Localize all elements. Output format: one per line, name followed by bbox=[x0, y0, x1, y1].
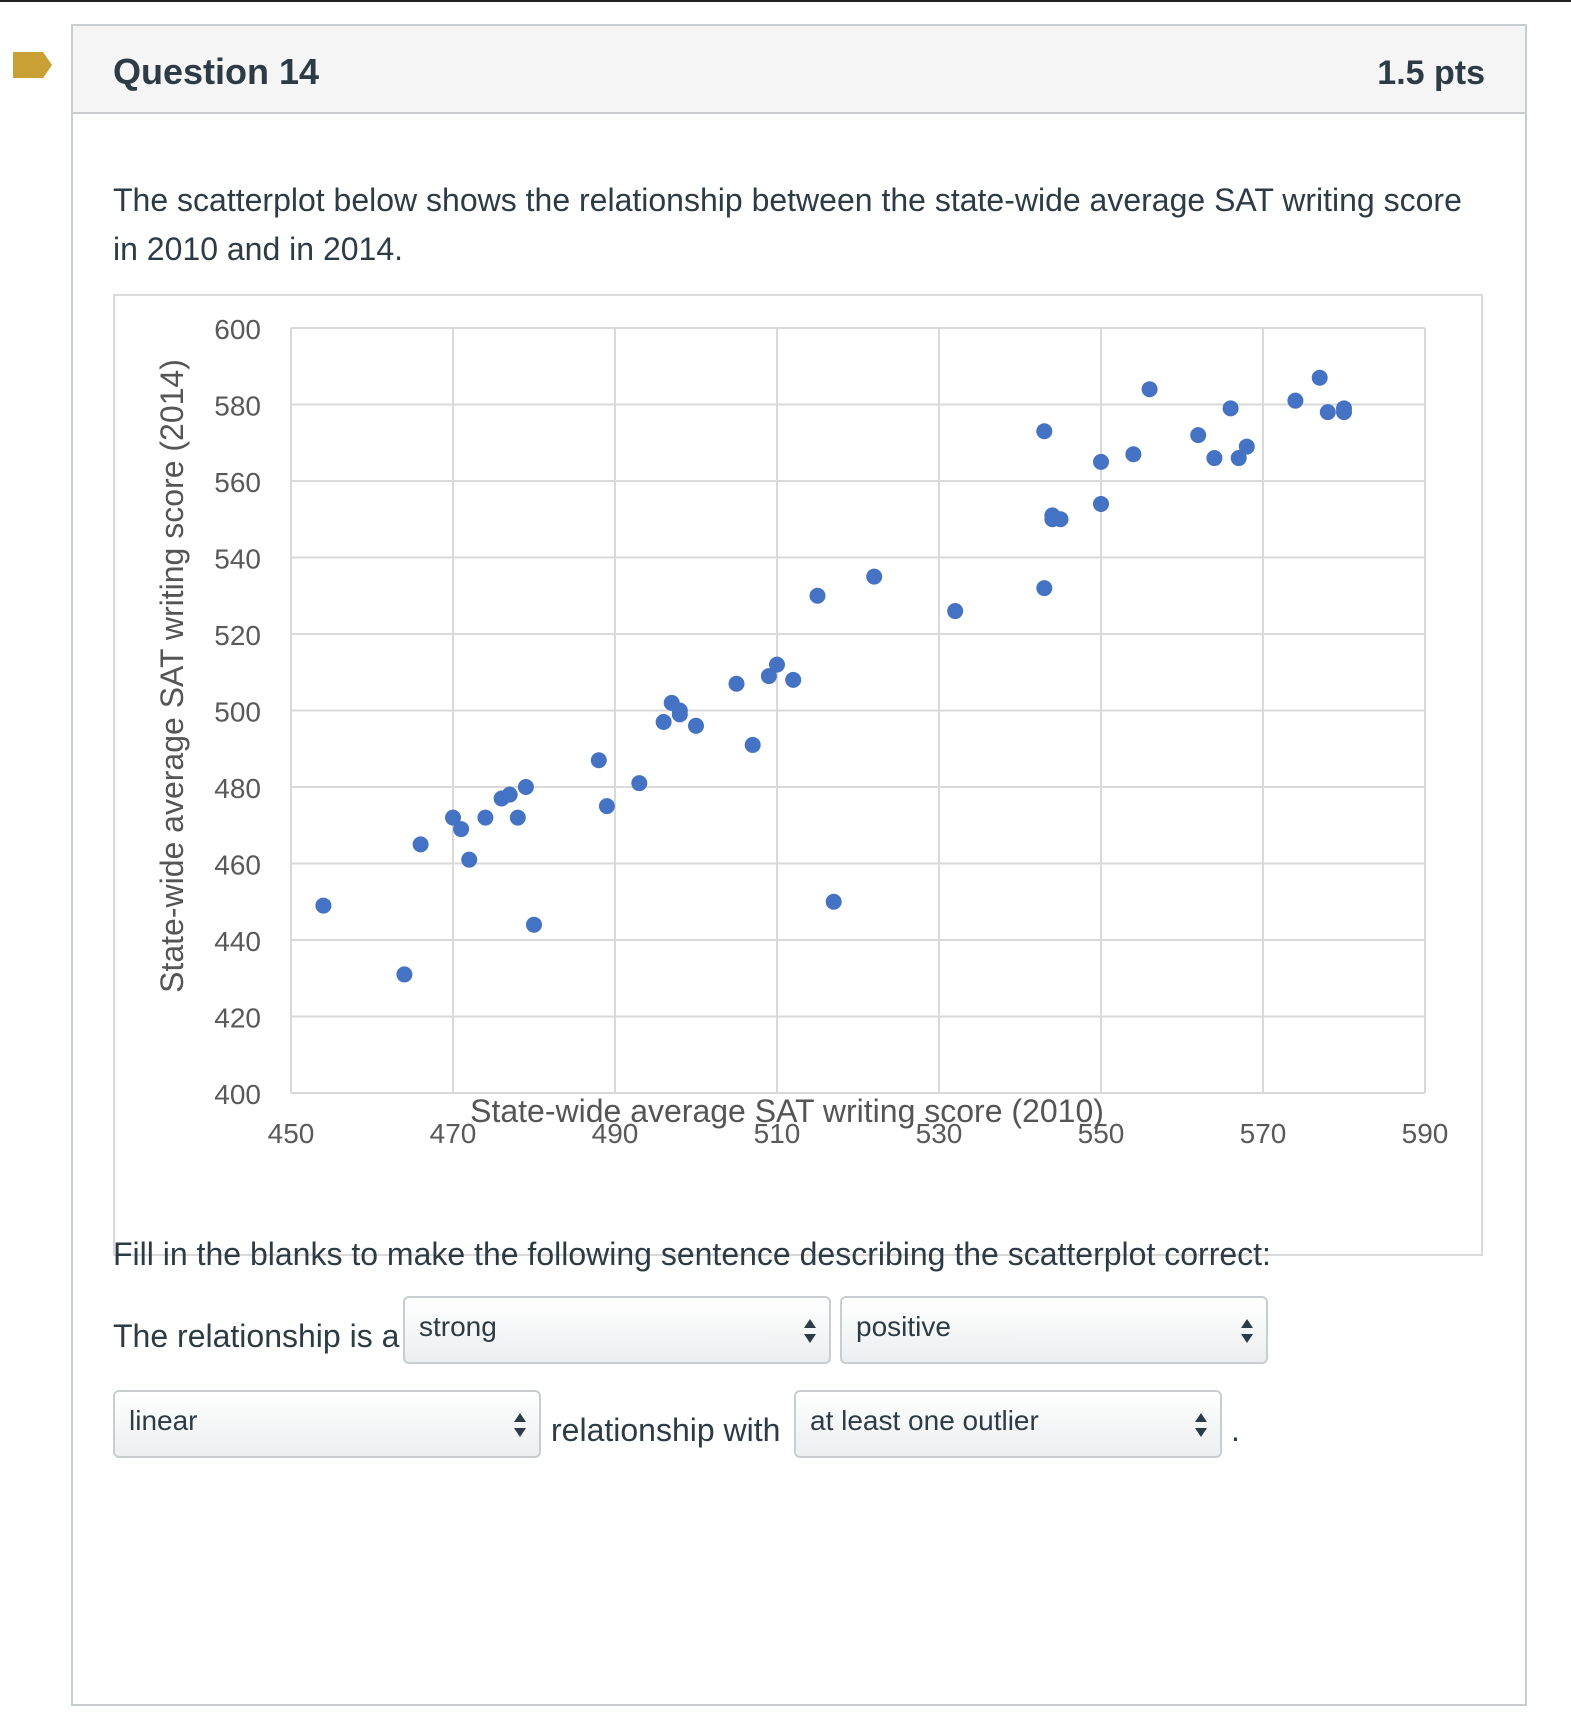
x-tick-label: 530 bbox=[916, 1118, 963, 1149]
form-dropdown-value: linear bbox=[129, 1405, 198, 1436]
scatter-point bbox=[396, 966, 413, 983]
scatter-point bbox=[688, 717, 704, 734]
scatter-point bbox=[526, 916, 542, 933]
x-tick-label: 450 bbox=[268, 1118, 315, 1149]
scatter-point bbox=[501, 786, 518, 803]
y-tick-label: 560 bbox=[214, 467, 261, 498]
strength-dropdown-value: strong bbox=[419, 1311, 497, 1342]
select-arrows-icon bbox=[804, 1319, 816, 1343]
y-axis-label: State-wide average SAT writing score (20… bbox=[154, 359, 190, 993]
x-tick-label: 490 bbox=[592, 1118, 639, 1149]
scatter-point bbox=[769, 656, 785, 673]
sentence-start: The relationship is a bbox=[113, 1318, 400, 1354]
strength-dropdown[interactable]: strong bbox=[403, 1296, 831, 1364]
scatter-point bbox=[517, 779, 534, 795]
direction-dropdown[interactable]: positive bbox=[840, 1296, 1268, 1364]
select-arrows-icon bbox=[514, 1413, 526, 1437]
scatter-point bbox=[445, 809, 461, 826]
scatter-point bbox=[1036, 423, 1053, 440]
scatter-point bbox=[1287, 392, 1304, 409]
scatter-point bbox=[728, 675, 745, 692]
scatter-point bbox=[1336, 404, 1352, 421]
x-tick-label: 470 bbox=[430, 1118, 477, 1149]
select-arrows-icon bbox=[1241, 1319, 1253, 1343]
scatter-point bbox=[1052, 511, 1069, 528]
scatter-point bbox=[1222, 400, 1239, 417]
y-tick-label: 520 bbox=[214, 620, 261, 651]
scatter-point bbox=[1238, 438, 1255, 455]
scatterplot-frame: 400 420 440 460 480 500 520 540 560 580 600 450 470… bbox=[113, 294, 1483, 1256]
y-tick-label: 400 bbox=[214, 1079, 261, 1110]
outlier-dropdown[interactable]: at least one outlier bbox=[794, 1390, 1222, 1458]
x-axis-label: State-wide average SAT writing score (20… bbox=[470, 1093, 1104, 1129]
scatter-point bbox=[1319, 404, 1336, 421]
scatter-point bbox=[453, 821, 470, 838]
question-points: 1.5 pts bbox=[1377, 54, 1485, 92]
scatter-point bbox=[1141, 381, 1158, 398]
top-divider bbox=[0, 0, 1571, 2]
scatter-point bbox=[477, 809, 494, 826]
scatter-point bbox=[825, 893, 842, 910]
scatter-point bbox=[598, 798, 615, 815]
scatter-point bbox=[461, 851, 478, 868]
x-tick-label: 590 bbox=[1402, 1118, 1449, 1149]
scatter-point bbox=[760, 668, 777, 685]
sentence-end: . bbox=[1231, 1412, 1240, 1448]
fill-instructions: Fill in the blanks to make the following… bbox=[113, 1236, 1271, 1272]
form-dropdown[interactable]: linear bbox=[113, 1390, 541, 1458]
y-tick-label: 580 bbox=[214, 391, 261, 422]
sentence-middle: relationship with bbox=[551, 1412, 781, 1448]
scatter-point bbox=[1190, 427, 1207, 444]
y-tick-label: 420 bbox=[214, 1003, 261, 1034]
scatter-point bbox=[1093, 495, 1109, 512]
y-tick-label: 460 bbox=[214, 850, 261, 881]
scatter-point bbox=[1311, 369, 1328, 386]
scatter-point bbox=[809, 587, 826, 604]
x-tick-label: 550 bbox=[1078, 1118, 1125, 1149]
y-tick-label: 600 bbox=[214, 314, 261, 345]
y-tick-label: 500 bbox=[214, 697, 261, 728]
scatter-point bbox=[1093, 453, 1109, 470]
scatter-point bbox=[1036, 580, 1053, 597]
scatter-point bbox=[509, 809, 526, 826]
question-card: Question 14 1.5 pts The scatterplot belo… bbox=[71, 24, 1527, 1706]
scatter-point bbox=[1125, 446, 1142, 463]
outlier-dropdown-value: at least one outlier bbox=[810, 1405, 1039, 1436]
question-header: Question 14 1.5 pts bbox=[73, 26, 1525, 114]
scatter-point bbox=[866, 568, 883, 585]
x-tick-label: 570 bbox=[1240, 1118, 1287, 1149]
flag-question-icon[interactable] bbox=[13, 51, 53, 79]
scatter-point bbox=[412, 836, 429, 853]
y-tick-label: 540 bbox=[214, 544, 261, 575]
question-title: Question 14 bbox=[113, 51, 320, 92]
y-tick-label: 480 bbox=[214, 773, 261, 804]
select-arrows-icon bbox=[1195, 1413, 1207, 1437]
scatter-point bbox=[1230, 450, 1247, 467]
scatter-point bbox=[671, 706, 688, 723]
x-tick-label: 510 bbox=[754, 1118, 801, 1149]
scatter-point bbox=[315, 897, 332, 914]
scatter-point bbox=[744, 736, 761, 753]
scatter-point bbox=[785, 671, 802, 688]
scatter-point bbox=[1206, 450, 1223, 467]
scatterplot-chart: 400 420 440 460 480 500 520 540 560 580 600 450 470… bbox=[154, 314, 1449, 1149]
scatter-point bbox=[947, 603, 964, 620]
direction-dropdown-value: positive bbox=[856, 1311, 951, 1342]
scatter-point bbox=[590, 752, 607, 769]
scatter-point bbox=[655, 713, 672, 730]
question-prompt: The scatterplot below shows the relation… bbox=[113, 182, 1462, 267]
scatter-point bbox=[631, 775, 648, 792]
y-tick-label: 440 bbox=[214, 926, 261, 957]
